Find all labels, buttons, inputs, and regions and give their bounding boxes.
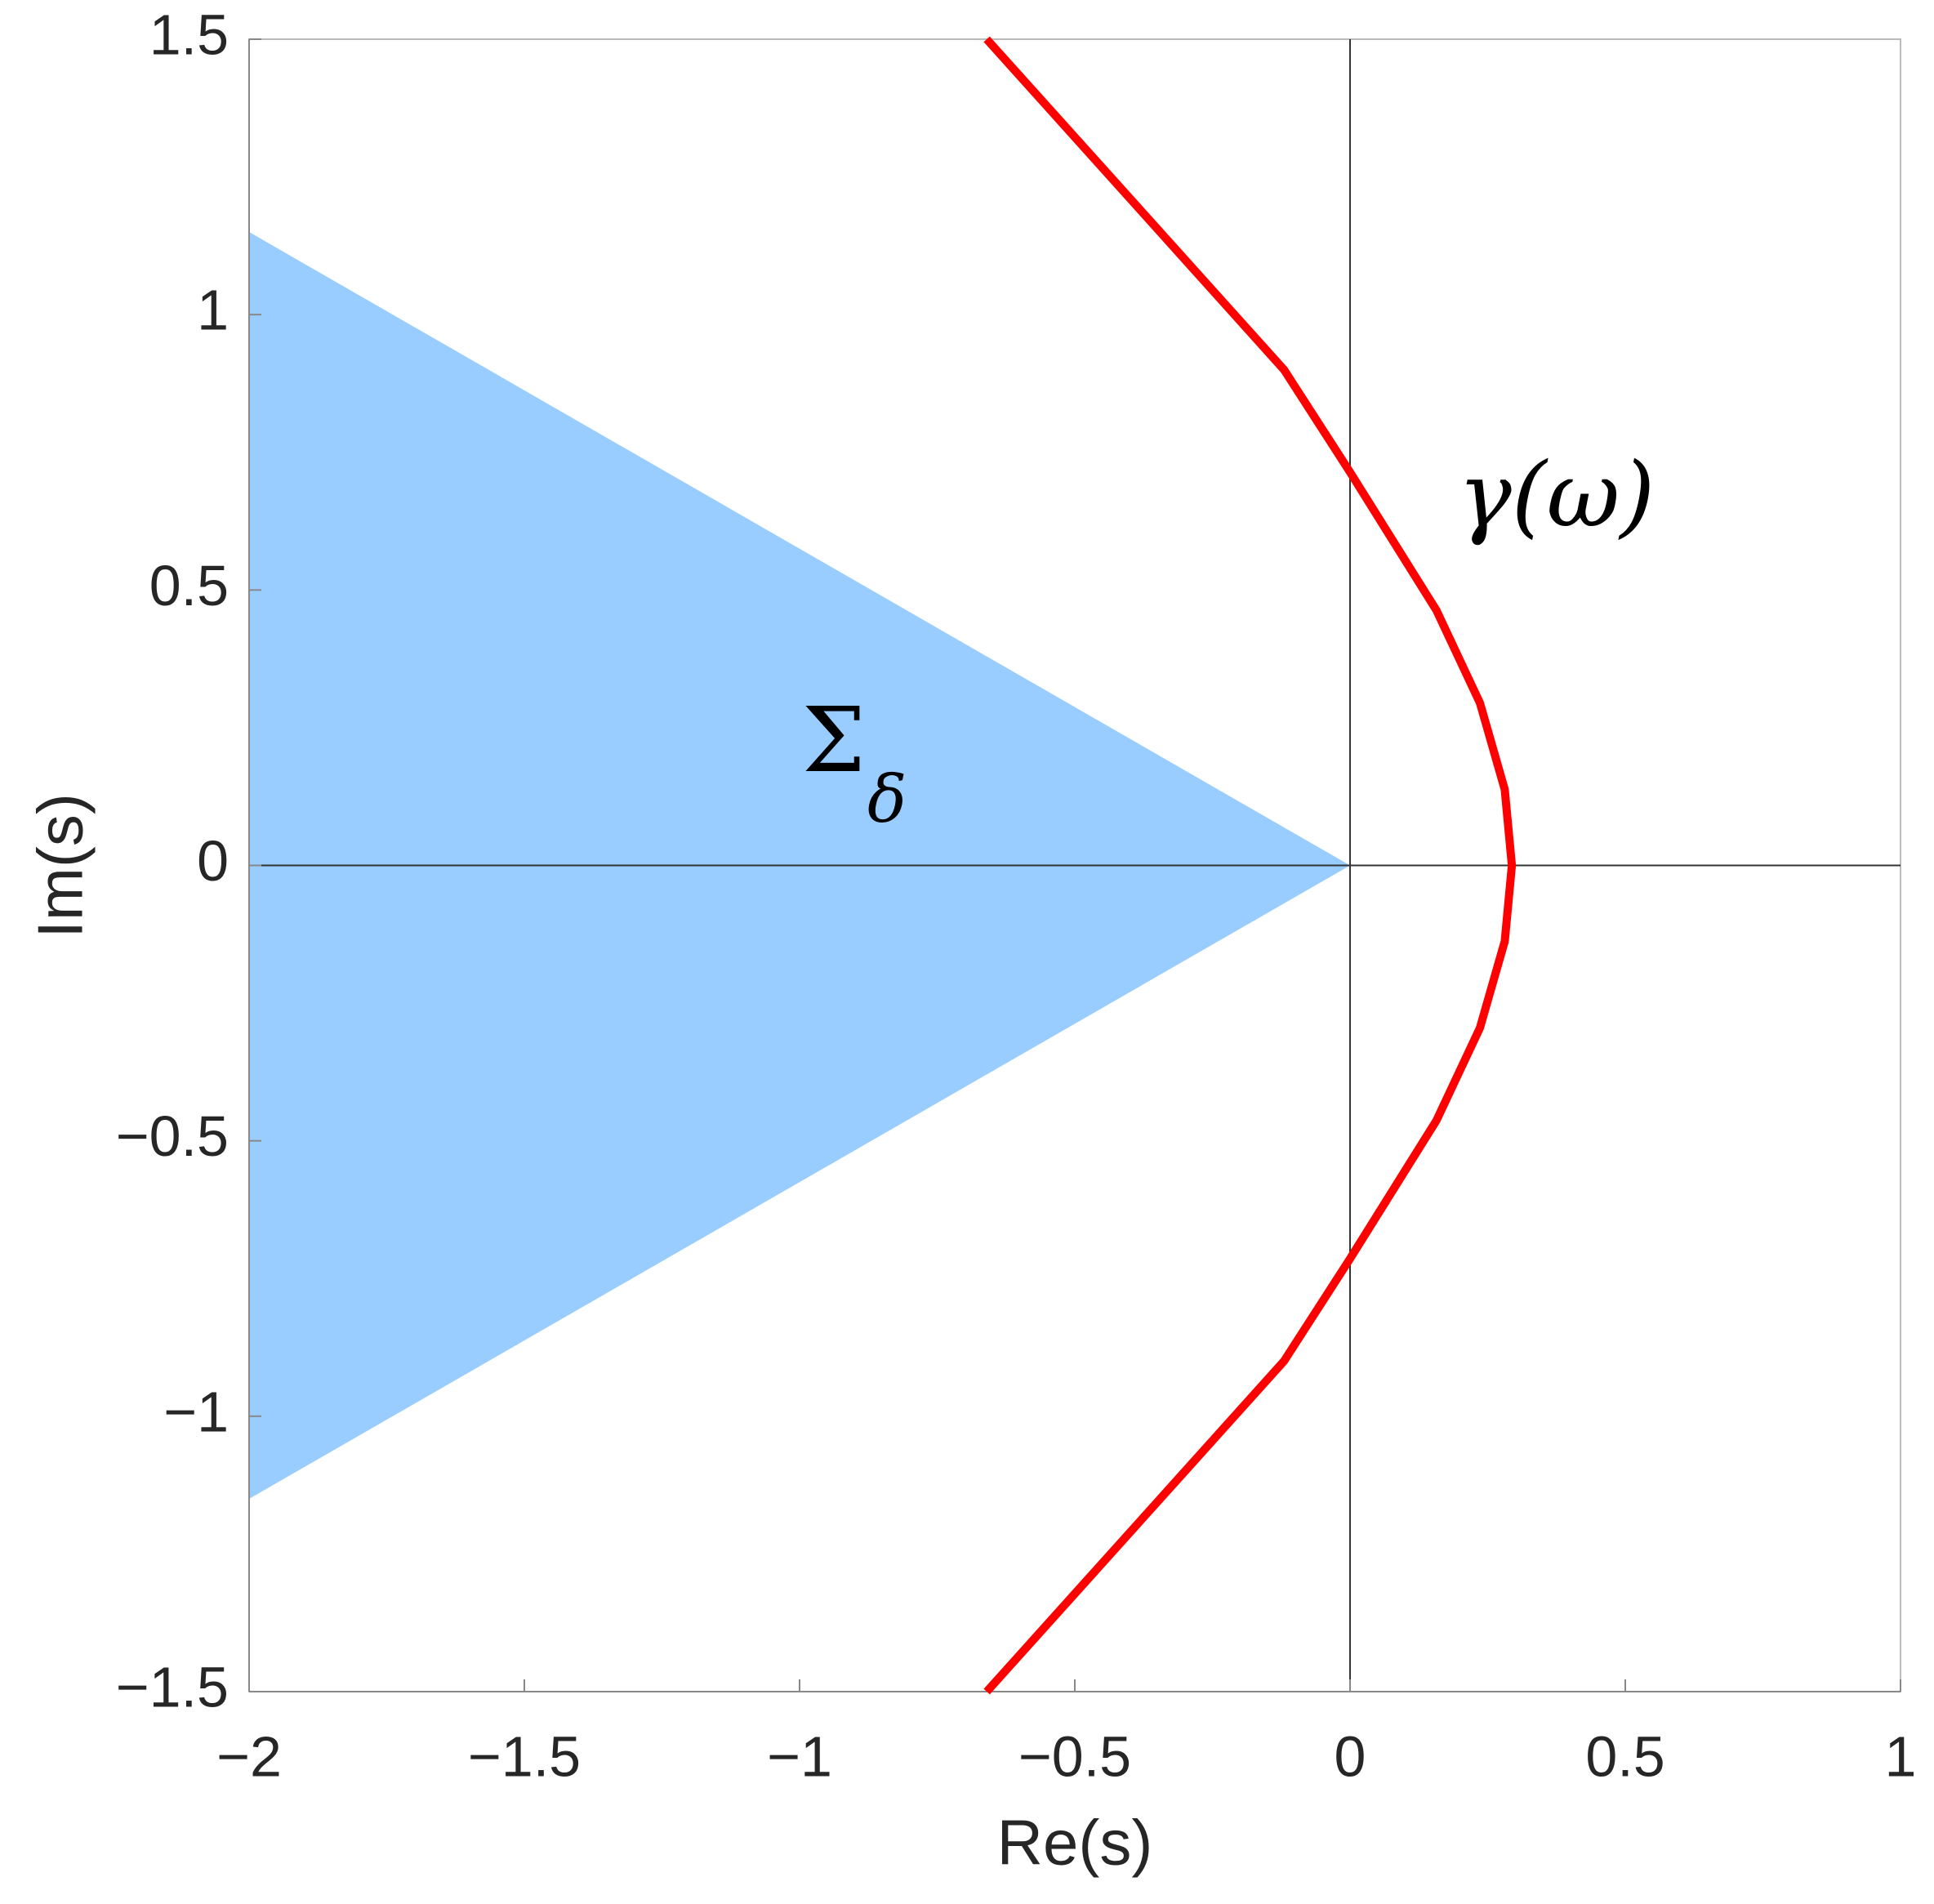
curve	[983, 36, 1517, 1695]
y-axis-label: Im(s)	[25, 793, 96, 939]
y-tick-label: 1.5	[149, 2, 229, 66]
y-tick-label: 0.5	[149, 554, 229, 618]
x-axis-label: Re(s)	[997, 1807, 1153, 1879]
x-tick-label: 0	[1335, 1724, 1366, 1788]
y-tick-label: 0	[197, 829, 229, 893]
x-tick-label: 0.5	[1585, 1724, 1664, 1788]
annotation: δ	[867, 761, 907, 837]
x-tick-label: −2	[216, 1724, 282, 1788]
annotation: γ(ω)	[1458, 443, 1655, 547]
y-tick-label: 1	[197, 279, 229, 342]
y-tick-label: −1	[163, 1380, 229, 1443]
annotation: Σ	[802, 688, 866, 792]
x-tick-label: 1	[1885, 1724, 1917, 1788]
x-tick-label: −1.5	[468, 1724, 581, 1788]
x-tick-label: −1	[767, 1724, 832, 1788]
y-tick-label: −0.5	[116, 1104, 229, 1168]
y-tick-label: −1.5	[116, 1655, 229, 1719]
x-tick-label: −0.5	[1018, 1724, 1131, 1788]
